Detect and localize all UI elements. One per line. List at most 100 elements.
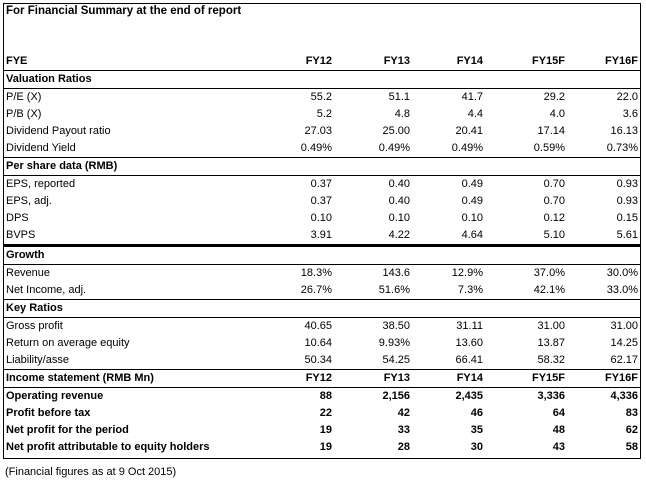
table-row: Net profit attributable to equity holder…	[4, 439, 640, 456]
cell-value: 13.87	[537, 337, 565, 349]
year-header: FY15F	[531, 55, 565, 67]
cell-value: 51.6%	[378, 284, 410, 296]
cell-value: 3.6	[622, 108, 638, 120]
cell-value: 28	[397, 441, 410, 453]
cell-value: 12.9%	[451, 267, 483, 279]
row-label: EPS, adj.	[6, 195, 52, 207]
row-label: P/E (X)	[6, 91, 42, 103]
row-label: Dividend Yield	[6, 142, 76, 154]
cell-value: 0.49%	[378, 142, 410, 154]
cell-value: 33	[397, 424, 410, 436]
year-header: FY16F	[567, 369, 640, 388]
cell-value: 27.03	[304, 125, 332, 137]
cell-value: 2,435	[455, 390, 483, 402]
cell-value: 20.41	[455, 125, 483, 137]
row-label: Profit before tax	[6, 407, 91, 419]
table-row: DPS 0.10 0.10 0.10 0.12 0.15	[4, 210, 640, 227]
cell-value: 35	[470, 424, 483, 436]
row-label: P/B (X)	[6, 108, 42, 120]
row-label: EPS, reported	[6, 178, 76, 190]
cell-value: 38.50	[382, 320, 410, 332]
cell-value: 0.70	[543, 195, 565, 207]
cell-value: 14.25	[610, 337, 638, 349]
cell-value: 43	[552, 441, 565, 453]
cell-value: 83	[625, 407, 638, 419]
cell-value: 0.12	[543, 212, 565, 224]
cell-value: 0.59%	[533, 142, 565, 154]
cell-value: 18.3%	[300, 267, 332, 279]
cell-value: 88	[319, 390, 332, 402]
table-row: Return on average equity 10.64 9.93% 13.60 1…	[4, 335, 640, 352]
income-statement-header-row: Income statement (RMB Mn) FY12 FY13 FY14 FY1…	[4, 369, 640, 388]
section-title: Valuation Ratios	[4, 70, 640, 89]
cell-value: 0.49	[461, 195, 483, 207]
cell-value: 26.7%	[300, 284, 332, 296]
report-title: For Financial Summary at the end of repo…	[6, 5, 242, 17]
section-header-row: Valuation Ratios	[4, 70, 640, 89]
row-label: BVPS	[6, 229, 36, 241]
row-label: Net profit for the period	[6, 424, 129, 436]
cell-value: 4.0	[549, 108, 565, 120]
section-header-row: Growth	[4, 244, 640, 265]
cell-value: 64	[552, 407, 565, 419]
table-row: P/B (X) 5.2 4.8 4.4 4.0 3.6	[4, 106, 640, 123]
cell-value: 143.6	[382, 267, 410, 279]
cell-value: 7.3%	[457, 284, 483, 296]
table-row: Dividend Yield 0.49% 0.49% 0.49% 0.59% 0.73%	[4, 140, 640, 158]
cell-value: 0.93	[616, 195, 638, 207]
cell-value: 54.25	[382, 354, 410, 366]
row-label: Gross profit	[6, 320, 63, 332]
section-title: Growth	[4, 244, 640, 265]
table-row: P/E (X) 55.2 51.1 41.7 29.2 22.0	[4, 89, 640, 107]
cell-value: 30.0%	[606, 267, 638, 279]
year-header: FY12	[246, 369, 334, 388]
cell-value: 58	[625, 441, 638, 453]
cell-value: 0.49	[461, 178, 483, 190]
year-header: FY16F	[604, 55, 638, 67]
cell-value: 0.10	[388, 212, 410, 224]
year-header: FY13	[334, 369, 412, 388]
cell-value: 19	[319, 424, 332, 436]
cell-value: 4,336	[610, 390, 638, 402]
cell-value: 4.64	[461, 229, 483, 241]
table-row: Dividend Payout ratio 27.03 25.00 20.41 17.1…	[4, 123, 640, 140]
cell-value: 0.37	[310, 195, 332, 207]
cell-value: 25.00	[382, 125, 410, 137]
cell-value: 48	[552, 424, 565, 436]
cell-value: 4.22	[388, 229, 410, 241]
cell-value: 62	[625, 424, 638, 436]
row-label: Net profit attributable to equity holder…	[6, 441, 210, 453]
cell-value: 22.0	[616, 91, 638, 103]
cell-value: 33.0%	[606, 284, 638, 296]
table-row: Gross profit 40.65 38.50 31.11 31.00 31.00	[4, 318, 640, 336]
cell-value: 31.11	[456, 320, 483, 332]
cell-value: 5.2	[316, 108, 332, 120]
cell-value: 22	[319, 407, 332, 419]
cell-value: 10.64	[304, 337, 332, 349]
table-row: Liability/asse 50.34 54.25 66.41 58.32 62.17	[4, 352, 640, 370]
cell-value: 0.10	[310, 212, 332, 224]
section-title: Per share data (RMB)	[4, 157, 640, 176]
table-row: Revenue 18.3% 143.6 12.9% 37.0% 30.0%	[4, 265, 640, 283]
row-label: Revenue	[6, 267, 51, 279]
financial-summary-panel: For Financial Summary at the end of repo…	[3, 3, 641, 459]
cell-value: 19	[319, 441, 332, 453]
row-label: Operating revenue	[6, 390, 104, 402]
cell-value: 42.1%	[533, 284, 565, 296]
cell-value: 55.2	[310, 91, 332, 103]
cell-value: 5.10	[543, 229, 565, 241]
year-header: FY12	[305, 55, 332, 67]
cell-value: 0.73%	[606, 142, 638, 154]
fye-label: FYE	[6, 55, 28, 67]
footnote: (Financial figures as at 9 Oct 2015)	[5, 466, 177, 478]
row-label: Net Income, adj.	[6, 284, 87, 296]
row-label: Liability/asse	[6, 354, 69, 366]
cell-value: 42	[397, 407, 410, 419]
section-header-row: Key Ratios	[4, 299, 640, 318]
cell-value: 66.41	[455, 354, 483, 366]
table-row: Profit before tax 22 42 46 64 83	[4, 405, 640, 422]
cell-value: 30	[470, 441, 483, 453]
cell-value: 0.70	[543, 178, 565, 190]
table-row: EPS, reported 0.37 0.40 0.49 0.70 0.93	[4, 176, 640, 194]
cell-value: 46	[470, 407, 483, 419]
